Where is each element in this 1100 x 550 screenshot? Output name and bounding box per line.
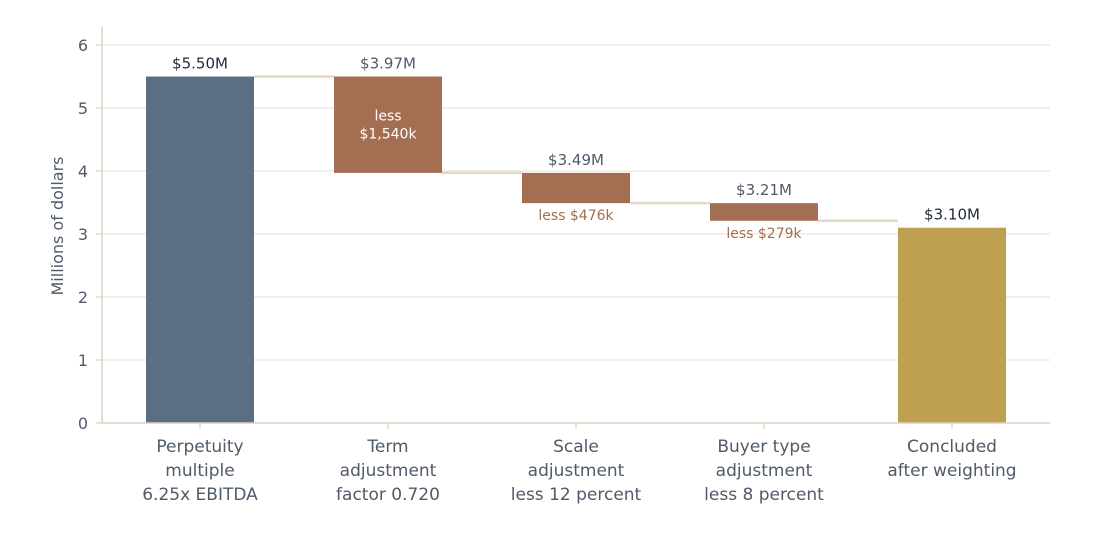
value-label: $3.21M — [736, 181, 792, 199]
bar-5 — [898, 227, 1006, 423]
category-label: multiple — [165, 461, 234, 481]
delta-label: less $476k — [538, 208, 614, 224]
delta-label: $1,540k — [359, 127, 417, 143]
delta-label: less $279k — [726, 226, 802, 242]
value-label: $3.49M — [548, 151, 604, 169]
category-label: less 12 percent — [511, 485, 642, 505]
y-tick-label: 1 — [78, 351, 88, 370]
category-label: after weighting — [887, 461, 1016, 481]
bar-1 — [146, 76, 254, 423]
axis-layer: 0 1 2 3 4 5 6 — [78, 27, 1050, 433]
bar-layer — [146, 76, 1006, 423]
category-label: Buyer type — [717, 437, 810, 457]
value-label: $5.50M — [172, 55, 228, 73]
label-layer: Perpetuity multiple 6.25x EBITDA $5.50M Term… — [142, 55, 1016, 506]
bar-2 — [334, 76, 442, 173]
category-label: Scale — [553, 437, 599, 457]
category-label: factor 0.720 — [336, 485, 440, 505]
y-axis-label: Millions of dollars — [48, 157, 67, 296]
category-label: adjustment — [716, 461, 813, 481]
y-tick-label: 4 — [78, 162, 88, 181]
y-tick-label: 2 — [78, 288, 88, 307]
value-label: $3.10M — [924, 206, 980, 224]
category-label: Concluded — [907, 437, 997, 457]
category-label: adjustment — [340, 461, 437, 481]
value-label: $3.97M — [360, 55, 416, 73]
category-label: Perpetuity — [156, 437, 243, 457]
y-tick-label: 0 — [78, 414, 88, 433]
category-label: adjustment — [528, 461, 625, 481]
y-tick-label: 3 — [78, 225, 88, 244]
category-label: Term — [366, 437, 408, 457]
bar-4 — [710, 203, 818, 221]
category-label: less 8 percent — [704, 485, 824, 505]
y-tick-label: 5 — [78, 99, 88, 118]
delta-label: less — [374, 109, 401, 125]
bar-3 — [522, 172, 630, 204]
y-tick-label: 6 — [78, 36, 88, 55]
connector-layer — [254, 75, 898, 223]
grid-layer — [102, 44, 1050, 361]
category-label: 6.25x EBITDA — [142, 485, 258, 505]
